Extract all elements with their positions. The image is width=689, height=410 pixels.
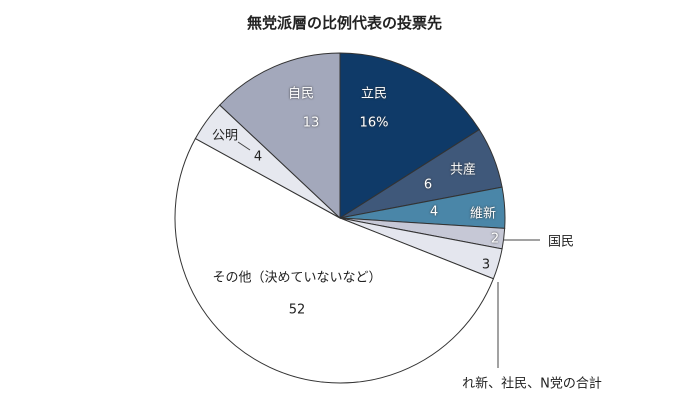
slice-label-others: れ新、社民、N党の合計	[462, 376, 602, 392]
leader-line-komei	[237, 141, 251, 151]
slice-label-kokumin: 国民	[547, 234, 575, 250]
slice-label-komei: 公明	[211, 128, 239, 144]
value-label-jimin: 13	[302, 115, 320, 131]
value-label-sonota: 52	[288, 302, 306, 318]
value-label-kyosan: 6	[423, 177, 433, 193]
value-label-kokumin: 2	[490, 231, 500, 247]
value-label-rikken: 16%	[359, 115, 389, 131]
value-label-komei: 4	[253, 149, 263, 165]
chart-title: 無党派層の比例代表の投票先	[246, 14, 442, 32]
value-label-ishin: 4	[429, 204, 439, 220]
pie-slice-0	[339, 52, 481, 219]
slice-label-sonota: その他（決めていないなど）	[212, 270, 382, 286]
pie-slice-7	[219, 52, 341, 220]
slice-label-ishin: 維新	[469, 206, 497, 222]
pie-slice-5	[174, 137, 495, 384]
value-label-others: 3	[481, 257, 491, 273]
slice-label-jimin: 自民	[287, 86, 315, 102]
slice-label-rikken: 立民	[360, 86, 388, 102]
slice-label-kyosan: 共産	[449, 162, 477, 178]
